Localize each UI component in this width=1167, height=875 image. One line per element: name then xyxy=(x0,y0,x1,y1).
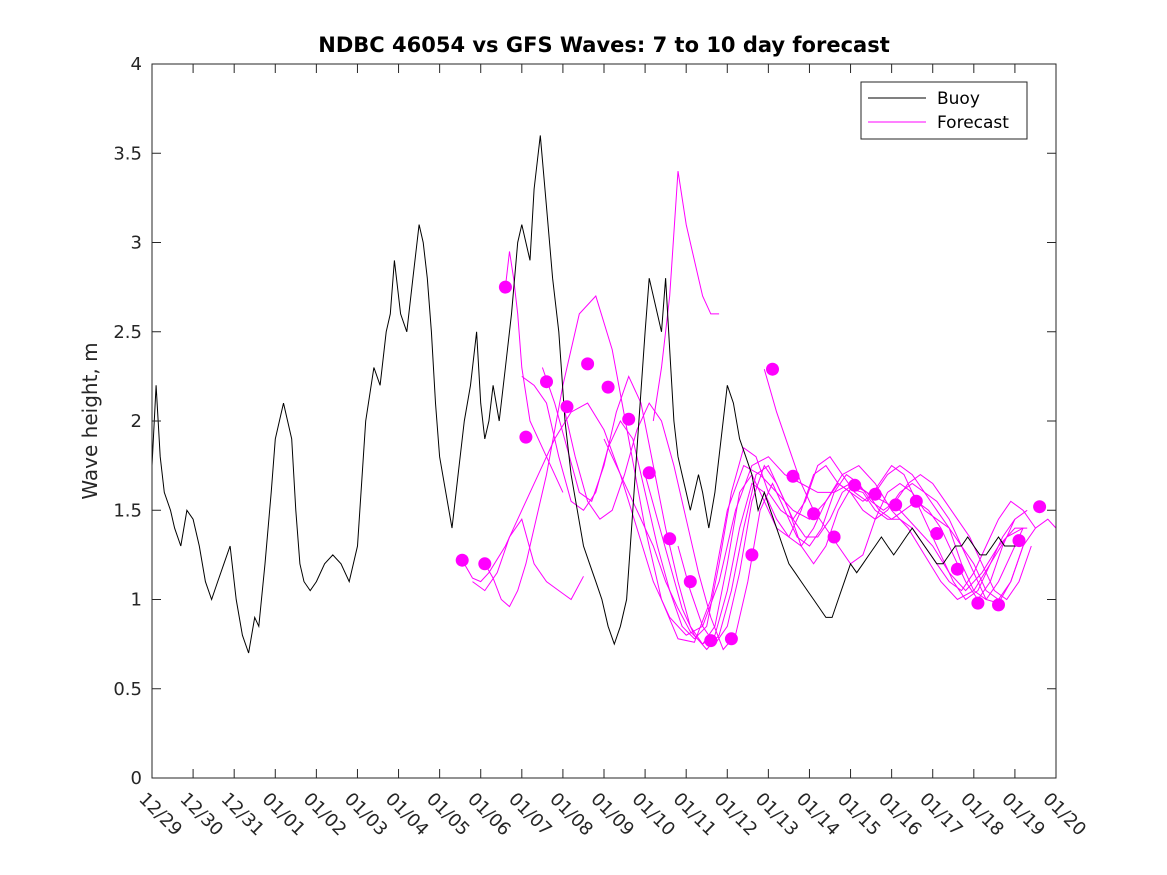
forecast-point xyxy=(683,575,697,589)
forecast-point xyxy=(786,469,800,483)
forecast-point xyxy=(909,494,923,508)
y-axis-label: Wave height, m xyxy=(78,342,102,499)
forecast-point xyxy=(622,412,636,426)
forecast-point xyxy=(766,362,779,376)
forecast-line-5 xyxy=(562,402,1032,651)
forecast-point xyxy=(581,357,595,371)
forecast-point xyxy=(455,553,469,567)
y-tick-label: 3 xyxy=(131,233,142,254)
forecast-point xyxy=(601,380,615,394)
legend-box xyxy=(860,81,1028,140)
forecast-point xyxy=(971,596,985,610)
legend: Buoy Forecast xyxy=(860,81,1028,140)
y-tick-label: 1 xyxy=(131,590,142,611)
buoy-line-group xyxy=(151,135,1017,654)
forecast-point xyxy=(642,466,656,480)
y-tick-label: 3.5 xyxy=(113,143,142,164)
y-axis-ticks: 0 0.5 1 1.5 2 2.5 3 3.5 4 xyxy=(113,54,1056,789)
forecast-point xyxy=(1012,534,1026,548)
forecast-point xyxy=(992,598,1005,612)
forecast-line-2 xyxy=(484,295,1024,643)
forecast-point xyxy=(724,632,738,646)
forecast-line-7 xyxy=(644,464,1028,651)
forecast-point xyxy=(807,507,821,521)
forecast-point xyxy=(745,548,759,562)
legend-buoy-label: Buoy xyxy=(937,89,980,109)
y-tick-label: 2.5 xyxy=(113,322,142,343)
y-tick-label: 1.5 xyxy=(113,500,142,521)
forecast-point xyxy=(498,280,512,294)
forecast-line-4 xyxy=(541,367,1024,645)
forecast-line-11 xyxy=(652,171,720,422)
forecast-point xyxy=(868,487,882,501)
forecast-point xyxy=(560,400,574,414)
forecast-point xyxy=(704,634,718,648)
y-tick-label: 4 xyxy=(131,54,142,75)
forecast-point xyxy=(930,527,944,540)
forecast-point xyxy=(889,498,903,512)
y-tick-label: 2 xyxy=(131,411,142,432)
y-tick-label: 0 xyxy=(131,768,142,789)
y-tick-label: 0.5 xyxy=(113,679,142,700)
chart-title: NDBC 46054 vs GFS Waves: 7 to 10 day for… xyxy=(318,33,889,57)
forecast-point xyxy=(540,375,553,389)
forecast-line-12 xyxy=(472,518,584,601)
forecast-point xyxy=(478,557,492,571)
forecast-point xyxy=(950,562,964,576)
forecast-line-6 xyxy=(603,438,1024,645)
forecast-point xyxy=(663,532,677,546)
forecast-line-1 xyxy=(461,402,1028,636)
plot-area xyxy=(152,64,1056,778)
forecast-point xyxy=(827,530,841,544)
forecast-point xyxy=(848,478,862,492)
forecast-point xyxy=(1033,500,1047,514)
buoy-series-line xyxy=(151,135,1017,654)
forecast-point xyxy=(519,430,533,444)
forecast-points-group xyxy=(455,280,1047,648)
forecast-line-10 xyxy=(504,251,564,493)
legend-forecast-label: Forecast xyxy=(937,113,1009,133)
